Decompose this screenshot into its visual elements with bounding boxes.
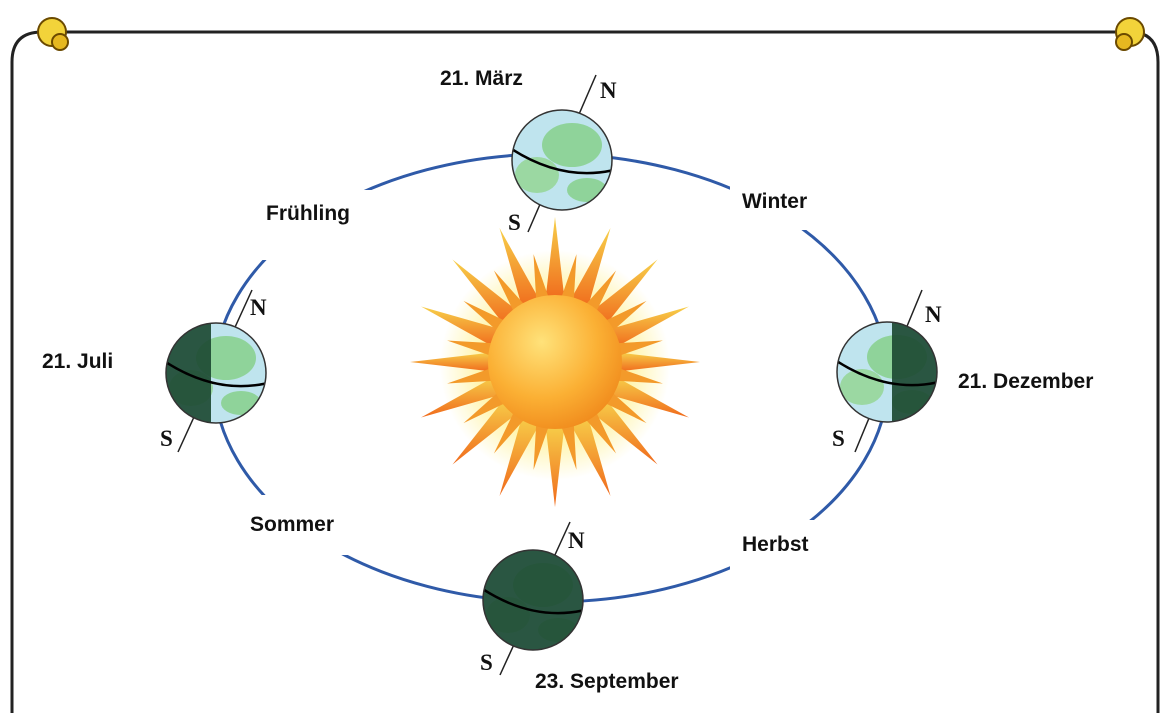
north-label: N <box>568 528 585 553</box>
north-label: N <box>925 302 942 327</box>
season-label: Herbst <box>742 533 809 556</box>
south-label: S <box>160 426 173 451</box>
north-label: N <box>600 78 617 103</box>
south-label: S <box>508 210 521 235</box>
diagram: 21. März 21. Juli 21. Dezember 23. Septe… <box>0 0 1163 713</box>
north-label: N <box>250 295 267 320</box>
date-label: 21. Juli <box>42 350 113 373</box>
season-label: Sommer <box>250 513 334 536</box>
south-label: S <box>832 426 845 451</box>
date-label: 21. Dezember <box>958 370 1093 393</box>
sun-core <box>488 295 622 429</box>
south-label: S <box>480 650 493 675</box>
date-label: 23. September <box>535 670 679 693</box>
sun <box>410 217 700 507</box>
season-label: Winter <box>742 190 807 213</box>
date-label: 21. März <box>440 67 523 90</box>
season-label: Frühling <box>266 202 350 225</box>
